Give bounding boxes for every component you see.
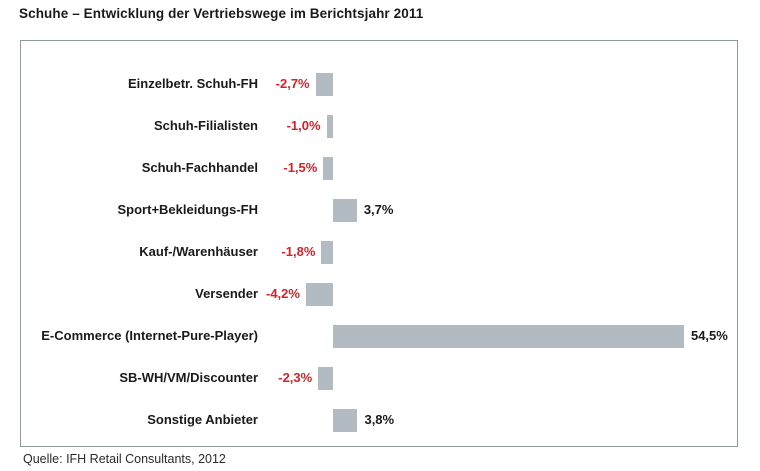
chart-panel: Einzelbetr. Schuh-FH -2,7% Schuh-Filialist… (20, 40, 738, 447)
value-label: -4,2% (265, 286, 300, 301)
bar (305, 283, 333, 306)
category-label: E-Commerce (Internet-Pure-Player) (41, 328, 258, 343)
bar (333, 199, 357, 222)
bar (333, 325, 684, 348)
value-label: 3,7% (363, 202, 394, 217)
category-label: Schuh-Filialisten (153, 118, 258, 133)
chart-row: Kauf-/Warenhäuser -1,8% (21, 231, 737, 273)
chart-title: Schuhe – Entwicklung der Vertriebswege i… (19, 6, 424, 21)
chart-row: Sonstige Anbieter 3,8% (21, 399, 737, 441)
chart-row: Schuh-Filialisten -1,0% (21, 105, 737, 147)
chart-row: Versender -4,2% (21, 273, 737, 315)
chart-row: Einzelbetr. Schuh-FH -2,7% (21, 63, 737, 105)
source-note: Quelle: IFH Retail Consultants, 2012 (23, 452, 226, 466)
category-label: Sonstige Anbieter (147, 412, 258, 427)
value-label: -1,5% (283, 160, 318, 175)
value-label: 3,8% (364, 412, 395, 427)
bar (315, 73, 333, 96)
category-label: Sport+Bekleidungs-FH (117, 202, 259, 217)
chart-row: Sport+Bekleidungs-FH 3,7% (21, 189, 737, 231)
chart-rows: Einzelbetr. Schuh-FH -2,7% Schuh-Filialist… (21, 63, 737, 441)
chart-row: SB-WH/VM/Discounter -2,3% (21, 357, 737, 399)
category-label: SB-WH/VM/Discounter (119, 370, 258, 385)
category-label: Einzelbetr. Schuh-FH (127, 76, 258, 91)
bar (333, 409, 358, 432)
category-label: Schuh-Fachhandel (141, 160, 258, 175)
value-label: -1,0% (286, 118, 321, 133)
bar (321, 241, 333, 264)
category-label: Kauf-/Warenhäuser (139, 244, 258, 259)
bar (326, 115, 333, 138)
value-label: -1,8% (281, 244, 316, 259)
value-label: -2,3% (278, 370, 313, 385)
category-label: Versender (195, 286, 258, 301)
chart-row: E-Commerce (Internet-Pure-Player) 54,5% (21, 315, 737, 357)
chart-row: Schuh-Fachhandel -1,5% (21, 147, 737, 189)
bar (323, 157, 333, 180)
value-label: -2,7% (275, 76, 310, 91)
value-label: 54,5% (690, 328, 728, 343)
bar (318, 367, 333, 390)
